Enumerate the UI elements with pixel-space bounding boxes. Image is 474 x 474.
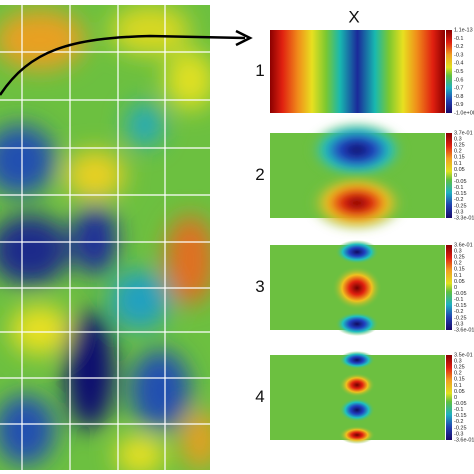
colorbar-label: -0.3 — [454, 209, 463, 215]
colorbar-label: 0.25 — [454, 255, 465, 261]
colorbar-label: 0.15 — [454, 267, 465, 273]
panel-1-field — [270, 30, 445, 113]
colorbar-label: 3.7e-01 — [454, 130, 473, 136]
colorbar-label: -0.15 — [454, 191, 467, 197]
colorbar-label: -0.5 — [454, 69, 463, 75]
colorbar-label: 0.2 — [454, 149, 462, 155]
colorbar-label: 0.05 — [454, 167, 465, 173]
colorbar-label: -0.15 — [454, 303, 467, 309]
colorbar-label: -0.15 — [454, 413, 467, 419]
colorbar-label: 0.2 — [454, 371, 462, 377]
arrow-head — [235, 29, 253, 47]
colorbar-label: -0.25 — [454, 203, 467, 209]
random-field — [0, 5, 210, 470]
axis-label: X — [348, 7, 359, 26]
colorbar-label: -0.4 — [454, 61, 463, 67]
colorbar-label: 0.25 — [454, 143, 465, 149]
colorbar-label: 0.3 — [454, 359, 462, 365]
colorbar-label: 3.5e-01 — [454, 352, 473, 358]
colorbar-label: 0.25 — [454, 365, 465, 371]
colorbar-label: 0.2 — [454, 261, 462, 267]
colorbar-label: -0.9 — [454, 102, 463, 108]
colorbar-label: 0.3 — [454, 249, 462, 255]
colorbar-label: 1.1e-13 — [454, 27, 473, 33]
colorbar-label: -0.05 — [454, 401, 467, 407]
colorbar — [446, 355, 452, 440]
panel-label: 3 — [255, 277, 264, 296]
colorbar-label: 0.1 — [454, 273, 462, 279]
panel-label: 2 — [255, 165, 264, 184]
colorbar-label: -0.2 — [454, 197, 463, 203]
colorbar-label: -3.3e-01 — [454, 215, 474, 221]
colorbar-label: -0.05 — [454, 291, 467, 297]
colorbar-label: -3.6e-01 — [454, 327, 474, 333]
colorbar-label: 0 — [454, 395, 457, 401]
panel-label: 1 — [255, 61, 264, 80]
colorbar-label: -0.2 — [454, 309, 463, 315]
panel-label: 4 — [255, 387, 264, 406]
colorbar — [446, 245, 452, 330]
colorbar-label: -0.1 — [454, 297, 463, 303]
colorbar-label: -0.1 — [454, 36, 463, 42]
colorbar-label: -0.1 — [454, 407, 463, 413]
colorbar-label: -0.7 — [454, 86, 463, 92]
colorbar-label: -0.1 — [454, 185, 463, 191]
colorbar-label: -0.05 — [454, 179, 467, 185]
colorbar-label: -0.3 — [454, 321, 463, 327]
colorbar-label: 0.3 — [454, 137, 462, 143]
colorbar-label: 0.15 — [454, 155, 465, 161]
colorbar-label: 0 — [454, 173, 457, 179]
colorbar-label: -0.25 — [454, 425, 467, 431]
colorbar-label: 0.1 — [454, 383, 462, 389]
colorbar-label: 0.05 — [454, 389, 465, 395]
colorbar-label: 0.15 — [454, 377, 465, 383]
colorbar-label: -0.8 — [454, 94, 463, 100]
colorbar-label: 0 — [454, 285, 457, 291]
colorbar-label: 0.05 — [454, 279, 465, 285]
colorbar-label: 3.6e-01 — [454, 242, 473, 248]
colorbar-label: -0.2 — [454, 419, 463, 425]
colorbar-label: -1.0e+00 — [454, 110, 474, 116]
colorbar-label: -0.3 — [454, 52, 463, 58]
panel-3-field — [270, 240, 445, 336]
colorbar — [446, 133, 452, 218]
colorbar-label: -0.2 — [454, 44, 463, 50]
colorbar-label: -0.25 — [454, 315, 467, 321]
colorbar-label: -0.6 — [454, 77, 463, 83]
colorbar-label: -3.6e-01 — [454, 437, 474, 443]
colorbar — [446, 30, 452, 113]
colorbar-label: -0.3 — [454, 431, 463, 437]
arrow — [0, 34, 246, 96]
colorbar-label: 0.1 — [454, 161, 462, 167]
panel-2-field — [270, 120, 445, 233]
panel-4-field — [270, 351, 445, 444]
